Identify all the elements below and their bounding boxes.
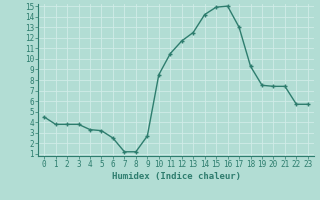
X-axis label: Humidex (Indice chaleur): Humidex (Indice chaleur) — [111, 172, 241, 181]
